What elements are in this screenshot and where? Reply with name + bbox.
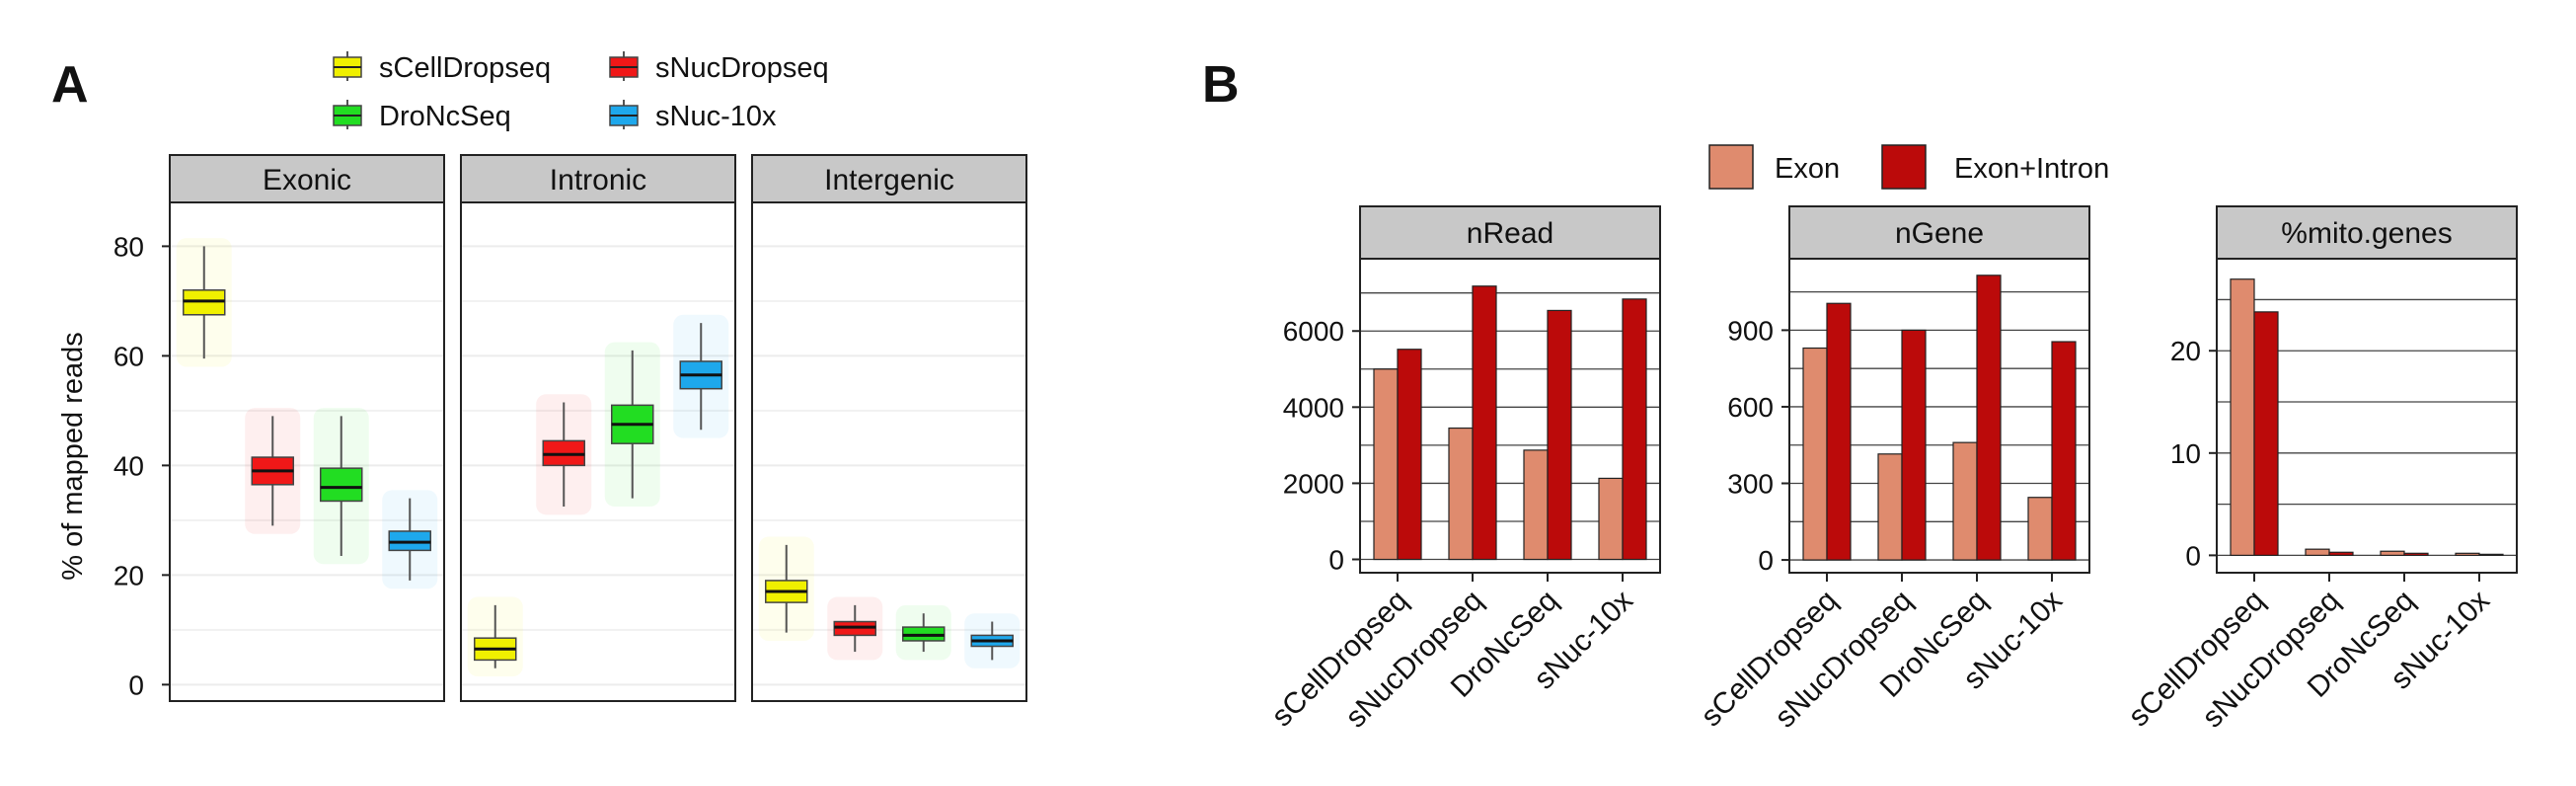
box-intronic-sNuc-10x (673, 314, 729, 438)
panel-frame (1359, 258, 1661, 574)
y-tick-label: 0 (128, 669, 144, 700)
bar-exon-DroNcSeq (1952, 441, 1978, 561)
bar-exon-sNucDropseq (1877, 453, 1903, 561)
bar-exon-sNuc-10x (1598, 477, 1624, 561)
y-tick-label: 0 (1758, 545, 1774, 576)
y-tick-label: 0 (2185, 540, 2201, 571)
y-tick-label: 2000 (1283, 468, 1344, 499)
y-tick-label: 20 (114, 560, 144, 590)
bar-exon-intron-DroNcSeq (2403, 552, 2429, 556)
panel-a-plot: 0 20 40 60 80 Exonic Intronic Intergenic (114, 154, 1027, 702)
y-tick-label: 80 (114, 231, 144, 262)
bar-exon-sNuc-10x (2027, 497, 2053, 561)
bar-exon-sCellDropseq (1802, 347, 1828, 561)
y-tick-label: 900 (1727, 315, 1774, 346)
bar-exon-intron-DroNcSeq (1976, 275, 2002, 561)
box-intergenic-sCellDropseq (758, 536, 814, 641)
panel-a-letter: A (51, 56, 89, 114)
bar-exon-sNucDropseq (2305, 548, 2330, 556)
legend-item-sNucDropseq: sNucDropseq (609, 51, 829, 84)
bar-exon-sNucDropseq (1448, 427, 1474, 561)
bar-panel-ngene: nGenesCellDropseqsNucDropseqDroNcSeqsNuc… (1695, 205, 2090, 734)
panel-b-letter: B (1202, 56, 1240, 114)
legend-label: sCellDropseq (379, 52, 551, 84)
bar-exon-intron-sNuc-10x (2478, 553, 2504, 556)
y-tick-label: 6000 (1283, 316, 1344, 347)
facet-frame-exonic (169, 201, 445, 702)
box-exonic-sCellDropseq (176, 238, 232, 367)
legend-label: Exon+Intron (1954, 153, 2109, 185)
bar-exon-DroNcSeq (1523, 449, 1549, 561)
box-exonic-sNucDropseq (245, 408, 301, 534)
y-tick-label: 300 (1727, 469, 1774, 500)
legend-item-DroNcSeq: DroNcSeq (333, 100, 511, 132)
legend-label: sNuc-10x (655, 101, 777, 132)
legend-label: Exon (1775, 153, 1840, 185)
box-intronic-DroNcSeq (604, 342, 660, 507)
bar-exon-intron-sNucDropseq (2328, 551, 2354, 556)
y-tick-label: 40 (114, 450, 144, 481)
y-tick-label: 60 (114, 341, 144, 371)
panel-b-legend: Exon Exon+Intron (1708, 144, 2109, 190)
bar-exon-intron-sNuc-10x (2051, 341, 2077, 561)
legend-label: sNucDropseq (655, 52, 829, 84)
facet-strip (1359, 205, 1661, 260)
facet-frame-intergenic (751, 201, 1027, 702)
bar-exon-intron-DroNcSeq (1547, 309, 1572, 561)
box-exonic-DroNcSeq (313, 408, 369, 565)
bar-exon-sNuc-10x (2455, 552, 2480, 556)
panel-a-legend: sCellDropseq sNucDropseq DroNcSeq sNuc-1… (333, 51, 829, 132)
facet-strip-label: Exonic (263, 164, 351, 196)
facet-strip (1788, 205, 2090, 260)
bar-panel--mito-genes: %mito.genessCellDropseqsNucDropseqDroNcS… (2122, 205, 2518, 734)
box (320, 467, 363, 503)
facet-strip-intergenic (751, 154, 1027, 203)
y-tick-label: 0 (1328, 545, 1344, 576)
panel-a-y-axis-title: % of mapped reads (57, 332, 89, 580)
bar-exon-sCellDropseq (1373, 368, 1399, 561)
facet-strip-exonic (169, 154, 445, 203)
bar-panel-nread: nReadsCellDropseqsNucDropseqDroNcSeqsNuc… (1265, 205, 1661, 734)
box-exonic-sNuc-10x (382, 490, 438, 590)
panel-frame (2216, 258, 2518, 574)
bar-exon-intron-sNucDropseq (1901, 329, 1927, 561)
box-intronic-sNucDropseq (536, 394, 592, 515)
y-tick-label: 20 (2170, 336, 2201, 366)
facet-strip (2216, 205, 2518, 260)
legend-item-exon: Exon (1708, 144, 1840, 190)
facet-strip-label: Intergenic (824, 164, 954, 196)
legend-item-sCellDropseq: sCellDropseq (333, 51, 551, 84)
y-tick-label: 4000 (1283, 392, 1344, 423)
box-intronic-sCellDropseq (467, 596, 523, 677)
legend-label: DroNcSeq (379, 101, 511, 132)
y-tick-label: 600 (1727, 392, 1774, 423)
bar-exon-intron-sNucDropseq (1472, 285, 1497, 561)
facet-strip-label: nGene (1895, 217, 1984, 250)
bar-exon-intron-sNuc-10x (1622, 298, 1647, 561)
box-intergenic-sNucDropseq (827, 596, 883, 661)
legend-item-exon-intron: Exon+Intron (1881, 144, 2109, 190)
box-intergenic-DroNcSeq (895, 604, 951, 661)
legend-item-sNuc-10x: sNuc-10x (609, 100, 777, 132)
legend-swatch (1881, 144, 1927, 190)
bar-exon-intron-sCellDropseq (1397, 349, 1422, 561)
panel-frame (1788, 258, 2090, 574)
facet-frame-intronic (460, 201, 736, 702)
panel-b-plot: nReadsCellDropseqsNucDropseqDroNcSeqsNuc… (1265, 205, 2518, 734)
facet-strip-label: %mito.genes (2281, 217, 2452, 250)
bar-exon-intron-sCellDropseq (1826, 302, 1852, 561)
facet-strip-label: nRead (1467, 217, 1553, 250)
legend-swatch (1708, 144, 1754, 190)
y-tick-label: 10 (2170, 438, 2201, 469)
bar-exon-DroNcSeq (2380, 550, 2405, 556)
bar-exon-intron-sCellDropseq (2253, 311, 2279, 556)
bar-exon-sCellDropseq (2230, 278, 2255, 556)
box-intergenic-sNuc-10x (964, 613, 1021, 668)
facet-strip-label: Intronic (550, 164, 646, 196)
